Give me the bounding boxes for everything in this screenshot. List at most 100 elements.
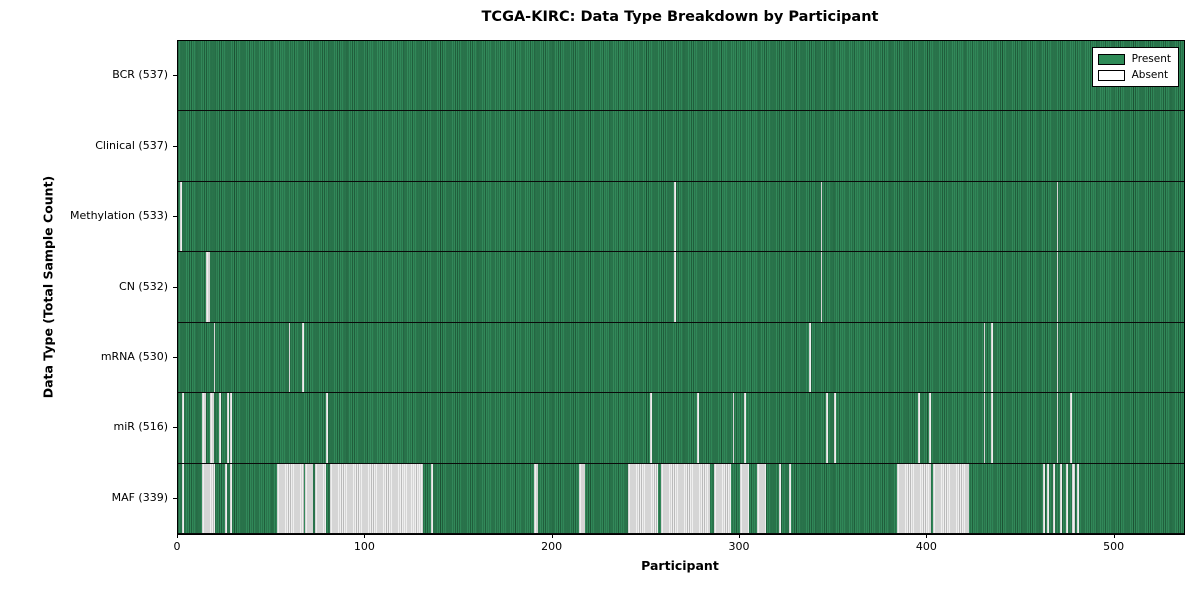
absent-stripe <box>983 393 986 463</box>
absent-stripe <box>917 393 920 463</box>
absent-stripe <box>329 463 424 533</box>
absent-stripe <box>696 393 699 463</box>
x-tick-mark <box>739 534 740 538</box>
legend-present-swatch <box>1097 53 1125 65</box>
absent-stripe <box>314 463 326 533</box>
absent-stripe <box>219 393 222 463</box>
absent-stripe <box>202 463 216 533</box>
absent-stripe <box>833 393 836 463</box>
absent-stripe <box>932 463 969 533</box>
heatmap-row-CN <box>178 252 1184 323</box>
x-tick-mark <box>551 534 553 538</box>
absent-stripe <box>578 463 585 533</box>
heatmap-row-miR <box>178 393 1184 464</box>
x-tick-label: 300 <box>728 540 750 553</box>
legend-present-label: Present <box>1131 53 1171 65</box>
absent-stripe <box>181 393 184 463</box>
x-tick-label: 500 <box>1103 540 1125 553</box>
heatmap-row-BCR <box>178 41 1184 112</box>
y-tick-label: CN (532) <box>119 279 168 293</box>
x-tick-label: 400 <box>915 540 937 553</box>
legend-item-present: Present <box>1097 51 1171 67</box>
x-tick-label: 0 <box>173 540 181 553</box>
absent-stripe <box>1052 463 1055 533</box>
absent-stripe <box>1060 463 1063 533</box>
absent-stripe <box>983 322 986 393</box>
absent-stripe <box>779 463 782 533</box>
absent-stripe <box>826 393 829 463</box>
x-tick-mark <box>364 534 366 538</box>
absent-stripe <box>1056 252 1059 322</box>
heatmap-row-Methylation <box>178 181 1184 253</box>
legend-absent-swatch <box>1097 69 1125 81</box>
absent-stripe <box>206 252 210 322</box>
absent-stripe <box>1071 463 1076 533</box>
heatmap-row-mRNA <box>178 322 1184 394</box>
y-tick-mark <box>173 145 177 147</box>
absent-stripe <box>788 463 791 533</box>
absent-stripe <box>325 393 328 463</box>
y-tick-label: Clinical (537) <box>95 138 168 152</box>
absent-stripe <box>209 393 214 463</box>
absent-stripe <box>674 181 677 252</box>
absent-stripe <box>430 463 433 533</box>
absent-stripe <box>756 463 767 533</box>
x-tick-mark <box>1113 534 1115 538</box>
absent-stripe <box>1056 322 1059 393</box>
absent-stripe <box>713 463 731 533</box>
x-axis-label: Participant <box>641 558 719 573</box>
x-tick-mark <box>177 534 178 538</box>
absent-stripe <box>627 463 658 533</box>
y-tick-label: MAF (339) <box>111 490 168 504</box>
x-tick-mark <box>926 534 928 538</box>
absent-stripe <box>650 393 652 463</box>
absent-stripe <box>674 252 677 322</box>
y-tick-mark <box>173 216 177 218</box>
heatmap-row-Clinical <box>178 111 1184 182</box>
legend-item-absent: Absent <box>1097 67 1171 83</box>
absent-stripe <box>226 393 229 463</box>
absent-stripe <box>1069 393 1072 463</box>
y-tick-mark <box>173 356 177 358</box>
absent-stripe <box>740 463 750 533</box>
absent-stripe <box>809 322 812 393</box>
chart-title: TCGA-KIRC: Data Type Breakdown by Partic… <box>481 9 879 25</box>
y-tick-mark <box>173 286 177 288</box>
absent-stripe <box>277 463 304 533</box>
absent-stripe <box>991 322 993 393</box>
absent-stripe <box>929 393 932 463</box>
absent-stripe <box>1077 463 1080 533</box>
absent-stripe <box>181 463 184 533</box>
absent-stripe <box>230 463 233 533</box>
absent-stripe <box>1065 463 1068 533</box>
absent-stripe <box>820 252 823 322</box>
absent-stripe <box>661 463 711 533</box>
y-tick-label: Methylation (533) <box>70 209 168 223</box>
absent-stripe <box>179 181 182 252</box>
absent-stripe <box>820 181 823 252</box>
absent-stripe <box>743 393 746 463</box>
x-tick-label: 200 <box>541 540 563 553</box>
plot-area: Present Absent <box>177 40 1185 535</box>
y-tick-mark <box>173 427 177 429</box>
absent-stripe <box>230 393 233 463</box>
absent-stripe <box>288 322 291 393</box>
y-tick-mark <box>173 75 177 77</box>
absent-stripe <box>533 463 538 533</box>
absent-stripe <box>991 393 993 463</box>
y-tick-mark <box>173 497 177 499</box>
y-tick-label: miR (516) <box>113 420 169 434</box>
x-tick-label: 100 <box>353 540 375 553</box>
heatmap-row-MAF <box>178 463 1184 534</box>
y-tick-label: mRNA (530) <box>100 349 168 363</box>
absent-stripe <box>224 463 227 533</box>
legend-absent-label: Absent <box>1131 69 1169 81</box>
y-tick-label: BCR (537) <box>112 68 168 82</box>
absent-stripe <box>1043 463 1046 533</box>
legend: Present Absent <box>1091 47 1179 87</box>
absent-stripe <box>1056 393 1059 463</box>
absent-stripe <box>897 463 932 533</box>
absent-stripe <box>305 463 313 533</box>
absent-stripe <box>213 322 216 393</box>
